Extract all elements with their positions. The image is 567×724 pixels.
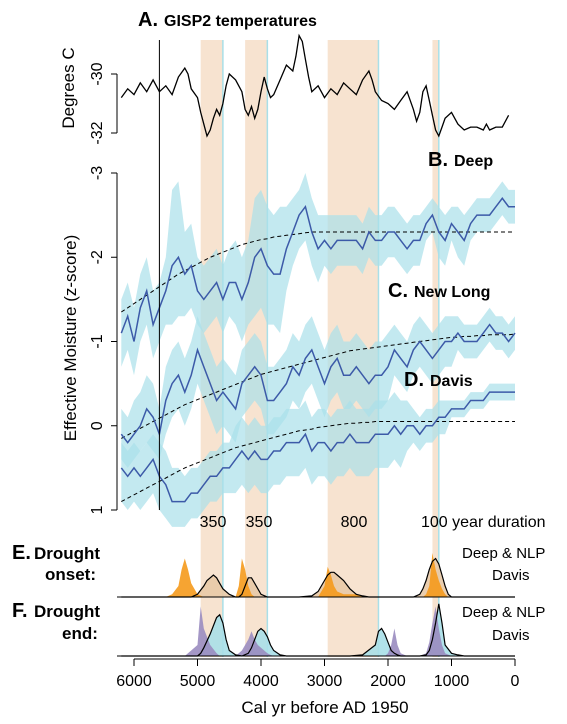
panel-e-label-1: Drought: [34, 544, 100, 563]
panel-a-title: GISP2 temperatures: [164, 13, 317, 30]
panel-a-letter: A.: [138, 9, 158, 31]
panel-f-legend-davis: Davis: [492, 627, 530, 644]
panel-bcd-yticks: -3 -2 -1 0 1: [89, 166, 117, 514]
eDensity-davis-area: [121, 553, 516, 597]
panel-f-legend-deep: Deep & NLP: [462, 604, 545, 621]
panel-e-densities: [117, 553, 516, 598]
series-deep-band: [121, 173, 516, 376]
series-davis-letter: D.: [404, 369, 424, 391]
series-new-long-trend: [121, 333, 516, 439]
panel-a-gisp2: A. GISP2 temperatures Degrees C -30 -32: [59, 9, 510, 145]
duration-label-3: 800: [341, 514, 368, 531]
panel-f-letter: F.: [12, 600, 28, 622]
series-deep-letter: B.: [428, 149, 448, 171]
series-davis-label: Davis: [430, 373, 473, 390]
duration-label-1: 350: [200, 514, 227, 531]
x-tick-label-3: 3000: [307, 673, 343, 690]
x-tick-label-5: 1000: [434, 673, 470, 690]
series-davis-band: [121, 383, 516, 527]
series-deep-label: Deep: [454, 153, 493, 170]
x-axis-ticks: 6000 5000 4000 3000 2000 1000 0: [116, 659, 520, 690]
panel-f-end: F. Drought end: Deep & NLP Davis: [12, 600, 545, 657]
panel-e-label-2: onset:: [45, 565, 96, 584]
panel-bcd-ytick-label-2: -1: [89, 334, 106, 348]
series-new-long-line: [120, 323, 516, 444]
x-tick-label-2: 4000: [243, 673, 279, 690]
panel-bcd-ytick-label-1: -2: [89, 250, 106, 264]
series-davis-line: [120, 391, 515, 503]
x-axis: 6000 5000 4000 3000 2000 1000 0 Cal yr before …: [116, 658, 520, 717]
panel-bcd-ylabel: Effective Moisture (z-score): [61, 235, 80, 442]
series-deep-line: [120, 197, 515, 342]
panel-f-label-2: end:: [62, 624, 98, 643]
series-newlong-letter: C.: [388, 280, 408, 302]
panel-bcd-series: [120, 173, 516, 527]
series-deep-trend: [121, 231, 515, 313]
duration-labels: 350 350 800 100 year duration: [200, 514, 546, 531]
panel-e-legend-deep: Deep & NLP: [462, 545, 545, 562]
fDensity-deep-nlp-area: [121, 603, 516, 656]
panel-f-densities: [117, 603, 516, 657]
panel-bcd-moisture: Effective Moisture (z-score) -3 -2 -1 0 1 B.…: [61, 149, 516, 527]
x-tick-label-4: 2000: [370, 673, 406, 690]
fDensity-outline: [121, 603, 515, 657]
x-axis-label: Cal yr before AD 1950: [241, 698, 408, 717]
panel-a-yticks: -30 -32: [89, 62, 117, 145]
panel-a-ylabel: Degrees C: [59, 47, 78, 128]
x-tick-label-0: 6000: [116, 673, 152, 690]
x-tick-label-6: 0: [511, 673, 520, 690]
series-new-long-band: [121, 307, 516, 468]
panel-bcd-ytick-label-0: -3: [89, 166, 106, 180]
panel-a-ytick-label-0: -30: [89, 62, 106, 85]
x-tick-label-1: 5000: [180, 673, 216, 690]
panel-e-onset: E. Drought onset: Deep & NLP Davis: [12, 542, 545, 598]
series-davis-trend: [121, 421, 515, 503]
series-newlong-label: New Long: [414, 284, 490, 301]
panel-e-legend-davis: Davis: [492, 567, 530, 584]
panel-bcd-ytick-label-4: 1: [89, 505, 106, 514]
panel-bcd-ytick-label-3: 0: [89, 421, 106, 430]
panel-a-ytick-label-1: -32: [89, 121, 106, 144]
panel-e-letter: E.: [12, 542, 31, 564]
duration-label-2: 350: [246, 514, 273, 531]
gisp2-series-line: [120, 33, 510, 138]
duration-label-4: 100 year duration: [421, 514, 546, 531]
eDensity-deep-nlp-area: [121, 558, 516, 597]
eDensity-outline: [121, 557, 515, 598]
panel-f-label-1: Drought: [34, 602, 100, 621]
fDensity-davis-area: [121, 606, 516, 656]
